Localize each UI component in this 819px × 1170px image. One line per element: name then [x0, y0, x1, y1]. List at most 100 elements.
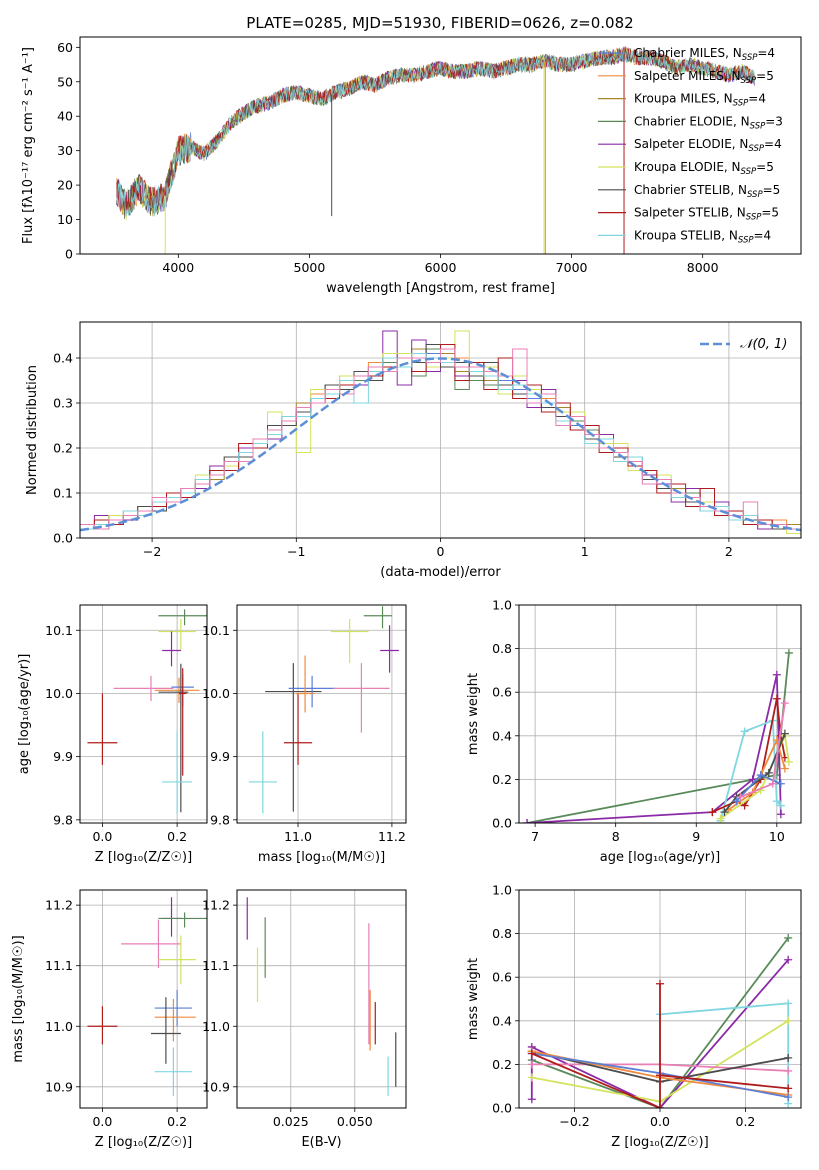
- x-axis-label: (data-model)/error: [380, 565, 501, 580]
- y-tick-label: 9.8: [210, 812, 230, 827]
- grid-lines: [80, 890, 207, 1108]
- x-tick-label: 8000: [687, 260, 719, 275]
- weight-marker: [784, 648, 793, 657]
- x-tick-label: 8: [612, 829, 620, 844]
- errorbar-point: [158, 618, 196, 651]
- x-tick-label: 7: [531, 829, 539, 844]
- y-tick-label: 1.0: [492, 598, 512, 613]
- weight-marker: [732, 797, 741, 806]
- errorbar-point: [158, 935, 196, 984]
- legend-label: Chabrier ELODIE, NSSP=3: [634, 114, 783, 131]
- errorbar-point: [248, 731, 277, 814]
- histogram-series: [80, 348, 801, 538]
- plot-area: [523, 648, 793, 823]
- legend-entry: Salpeter ELODIE, NSSP=4: [598, 137, 782, 154]
- errorbar-point: [154, 677, 200, 703]
- axes-frame: [79, 321, 802, 539]
- x-tick-label: 0: [437, 544, 445, 559]
- weight-marker: [764, 768, 773, 777]
- y-tick-label: 10.0: [45, 686, 73, 701]
- y-axis-label: age [log₁₀(age/yr)]: [17, 654, 32, 775]
- panel-mass_vs_Z: 0.0 0.2 10.9 11.0 11.1 11.2 Z [log₁₀(Z/Z☉)] mas…: [11, 889, 208, 1150]
- y-tick-label: 11.0: [45, 1019, 73, 1034]
- plot-area: [527, 933, 793, 1108]
- y-tick-label: 1.0: [492, 883, 512, 898]
- grid-lines: [237, 890, 406, 1108]
- legend-entry: Kroupa MILES, NSSP=4: [598, 92, 766, 109]
- y-tick-label: 0.2: [53, 441, 73, 456]
- panel-weight_vs_age: 7 8 9 10 0.0 0.2 0.4 0.6 0.8 1.0 age [log₁₀(age/yr…: [466, 598, 802, 865]
- weight-marker: [784, 999, 793, 1008]
- weight-marker: [768, 779, 777, 788]
- y-tick-label: 50: [57, 74, 73, 89]
- weight-marker: [720, 808, 729, 817]
- weight-marker: [776, 801, 785, 810]
- legend-label: 𝒩(0, 1): [740, 337, 787, 352]
- weight-marker: [527, 1049, 536, 1058]
- x-tick-label: 0.025: [273, 1114, 309, 1129]
- weight-marker: [784, 757, 793, 766]
- errorbar-point: [154, 999, 196, 1042]
- errorbar-point: [363, 606, 392, 629]
- weight-marker: [708, 808, 717, 817]
- y-tick-label: 20: [57, 178, 73, 193]
- axes-frame: [79, 604, 208, 824]
- errorbar-point: [158, 912, 207, 928]
- errorbar-point: [158, 663, 189, 813]
- weight-marker: [736, 792, 745, 801]
- weight-marker: [656, 1104, 664, 1108]
- axes-frame: [518, 889, 802, 1109]
- errorbar-point: [333, 663, 390, 733]
- panel-age_vs_Z: 0.0 0.2 9.8 9.9 10.0 10.1 Z [log₁₀(Z/Z☉)] age […: [17, 604, 208, 865]
- y-tick-label: 0.8: [492, 641, 512, 656]
- weight-marker: [784, 933, 793, 942]
- weight-series: [527, 979, 793, 1108]
- gaussian-curve: [80, 357, 801, 532]
- weight-line: [727, 737, 786, 811]
- y-tick-label: 10.9: [45, 1079, 73, 1094]
- x-tick-label: 0.0: [92, 829, 112, 844]
- weight-marker: [748, 775, 757, 784]
- y-tick-label: 9.9: [53, 749, 73, 764]
- x-axis-label: Z [log₁₀(Z/Z☉)]: [95, 850, 192, 865]
- axes-frame: [518, 604, 802, 824]
- legend-label: Salpeter STELIB, NSSP=5: [634, 206, 779, 223]
- x-tick-label: 1: [581, 544, 589, 559]
- errorbar-point: [162, 731, 193, 814]
- legend-entry: Salpeter MILES, NSSP=5: [598, 69, 774, 86]
- x-axis-label: E(B-V): [301, 1135, 341, 1150]
- y-tick-label: 0.4: [492, 1013, 512, 1028]
- y-tick-label: 10.9: [202, 1079, 230, 1094]
- y-tick-label: 10.1: [45, 623, 73, 638]
- panel-weight_vs_Z: −0.2 0.0 0.2 0.0 0.2 0.4 0.6 0.8 1.0 Z [log₁₀(Z/Z…: [466, 883, 802, 1150]
- y-axis-label: Flux [fλ10⁻¹⁷ erg cm⁻² s⁻¹ A⁻¹]: [21, 47, 36, 244]
- weight-marker: [780, 699, 789, 708]
- errorbar-point: [113, 675, 174, 702]
- y-tick-label: 10: [57, 212, 73, 227]
- y-tick-label: 11.2: [45, 898, 73, 913]
- legend-label: Salpeter MILES, NSSP=5: [634, 69, 774, 86]
- x-tick-label: −1: [287, 544, 305, 559]
- weight-marker: [776, 779, 785, 788]
- weight-marker: [784, 1093, 793, 1102]
- legend-entry: Chabrier MILES, NSSP=4: [598, 46, 775, 63]
- plot-area: [248, 606, 399, 814]
- grid-lines: [80, 605, 207, 823]
- legend-entry: Chabrier ELODIE, NSSP=3: [598, 114, 783, 131]
- x-tick-label: 7000: [556, 260, 588, 275]
- y-tick-label: 11.1: [45, 958, 73, 973]
- weight-marker: [784, 1053, 793, 1062]
- x-tick-label: 10: [769, 829, 785, 844]
- y-tick-label: 0.6: [492, 685, 512, 700]
- weight-marker: [656, 979, 664, 988]
- legend-label: Kroupa MILES, NSSP=4: [634, 92, 766, 109]
- weight-series: [736, 699, 789, 801]
- weight-marker: [656, 1071, 664, 1080]
- weight-marker: [527, 1060, 536, 1069]
- panel-mass_vs_ebv: 0.025 0.050 10.9 11.0 11.1 11.2 E(B-V): [202, 889, 407, 1150]
- errorbar-point: [158, 609, 207, 626]
- weight-marker: [772, 694, 781, 703]
- weight-marker: [527, 1073, 536, 1082]
- y-tick-label: 0.2: [492, 772, 512, 787]
